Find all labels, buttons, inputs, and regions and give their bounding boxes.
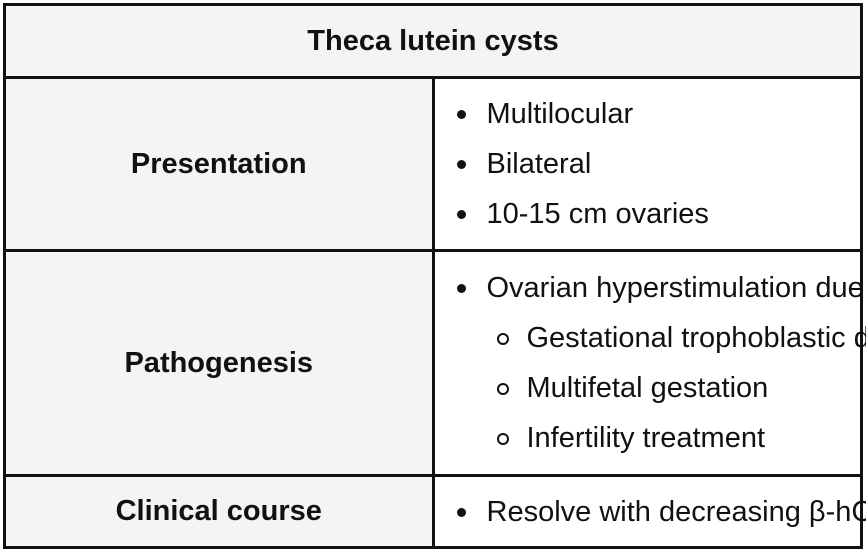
list-item: Multilocular xyxy=(455,89,861,139)
list-item: 10-15 cm ovaries xyxy=(455,189,861,239)
bullet-icon xyxy=(456,160,466,169)
row-label-clinical-course: Clinical course xyxy=(3,474,435,549)
hollow-bullet-icon xyxy=(496,333,509,345)
theca-lutein-cysts-table: Theca lutein cysts Presentation Multiloc… xyxy=(3,3,866,549)
list-item-text: Resolve with decreasing β-hCG levels xyxy=(486,495,866,528)
hollow-bullet-icon xyxy=(496,383,509,395)
table-row-clinical-course: Clinical course Resolve with decreasing … xyxy=(3,474,866,549)
sub-list-item: Infertility treatment xyxy=(495,413,861,463)
sub-list-item-text: Multifetal gestation xyxy=(526,372,769,404)
bullet-list: Resolve with decreasing β-hCG levels xyxy=(435,487,866,537)
list-item-text: Bilateral xyxy=(486,148,592,180)
bullet-icon xyxy=(456,110,466,119)
list-item: Bilateral xyxy=(455,139,861,189)
row-content-presentation: Multilocular Bilateral 10-15 cm ovaries xyxy=(431,76,863,252)
bullet-list: Ovarian hyperstimulation due to: Gestati… xyxy=(435,263,866,463)
row-content-clinical-course: Resolve with decreasing β-hCG levels xyxy=(431,474,866,549)
row-content-pathogenesis: Ovarian hyperstimulation due to: Gestati… xyxy=(431,249,866,477)
bullet-list: Multilocular Bilateral 10-15 cm ovaries xyxy=(435,89,861,239)
bullet-icon xyxy=(456,210,466,219)
sub-bullet-list: Gestational trophoblastic disease Multif… xyxy=(487,313,866,463)
bullet-icon xyxy=(456,507,466,517)
row-label-presentation: Presentation xyxy=(3,76,435,252)
hollow-bullet-icon xyxy=(496,433,509,445)
list-item-text: Ovarian hyperstimulation due to: xyxy=(486,272,866,304)
sub-list-item-text: Gestational trophoblastic disease xyxy=(526,322,866,354)
sub-list-item-text: Infertility treatment xyxy=(526,422,766,454)
list-item: Ovarian hyperstimulation due to: Gestati… xyxy=(455,263,866,463)
list-item-text: Multilocular xyxy=(486,98,634,130)
sub-list-item: Gestational trophoblastic disease xyxy=(495,313,866,363)
bullet-icon xyxy=(456,284,466,293)
list-item-text: 10-15 cm ovaries xyxy=(486,198,709,230)
sub-list-item: Multifetal gestation xyxy=(495,363,861,413)
row-label-pathogenesis: Pathogenesis xyxy=(3,249,435,477)
list-item: Resolve with decreasing β-hCG levels xyxy=(455,487,866,537)
table-title: Theca lutein cysts xyxy=(3,3,863,79)
table-row-presentation: Presentation Multilocular Bilateral 10-1… xyxy=(3,76,863,252)
table-row-pathogenesis: Pathogenesis Ovarian hyperstimulation du… xyxy=(3,249,866,477)
